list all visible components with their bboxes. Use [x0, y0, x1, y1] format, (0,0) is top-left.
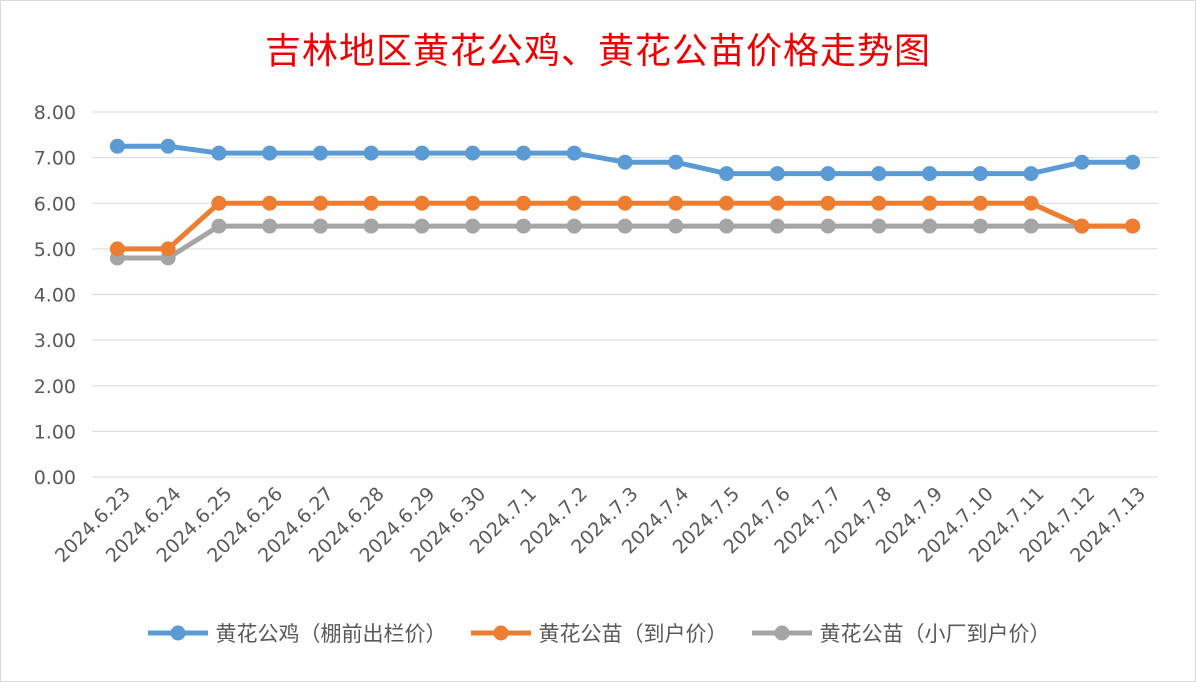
- data-point: [770, 219, 785, 234]
- legend-item: 黄花公鸡（棚前出栏价）: [146, 618, 447, 648]
- legend-swatch: [469, 623, 533, 643]
- data-point: [1024, 196, 1039, 211]
- data-point: [719, 166, 734, 181]
- data-point: [973, 166, 988, 181]
- data-point: [1074, 155, 1089, 170]
- data-point: [618, 219, 633, 234]
- legend-swatch: [750, 623, 814, 643]
- legend-marker: [170, 626, 185, 641]
- legend-swatch: [146, 623, 210, 643]
- data-point: [821, 196, 836, 211]
- data-point: [922, 166, 937, 181]
- data-point: [567, 146, 582, 161]
- legend-label: 黄花公苗（小厂到户价）: [820, 618, 1051, 648]
- data-point: [110, 139, 125, 154]
- data-point: [211, 196, 226, 211]
- data-point: [516, 219, 531, 234]
- data-point: [516, 196, 531, 211]
- y-tick-label: 5.00: [34, 239, 76, 261]
- data-point: [1125, 219, 1140, 234]
- data-point: [871, 196, 886, 211]
- y-tick-label: 7.00: [34, 148, 76, 170]
- data-point: [414, 196, 429, 211]
- data-point: [465, 196, 480, 211]
- data-point: [922, 219, 937, 234]
- data-point: [973, 196, 988, 211]
- data-point: [313, 146, 328, 161]
- y-tick-label: 2.00: [34, 376, 76, 398]
- data-point: [465, 146, 480, 161]
- data-point: [313, 219, 328, 234]
- data-point: [364, 146, 379, 161]
- data-point: [871, 219, 886, 234]
- data-point: [516, 146, 531, 161]
- data-point: [313, 196, 328, 211]
- data-point: [1074, 219, 1089, 234]
- y-tick-label: 8.00: [34, 102, 76, 124]
- y-tick-label: 1.00: [34, 421, 76, 443]
- data-point: [1024, 166, 1039, 181]
- data-point: [262, 196, 277, 211]
- data-point: [719, 219, 734, 234]
- legend-label: 黄花公鸡（棚前出栏价）: [216, 618, 447, 648]
- data-point: [770, 196, 785, 211]
- data-point: [821, 219, 836, 234]
- data-point: [414, 146, 429, 161]
- y-tick-label: 6.00: [34, 193, 76, 215]
- data-point: [871, 166, 886, 181]
- y-tick-label: 4.00: [34, 285, 76, 307]
- data-point: [110, 241, 125, 256]
- y-tick-label: 3.00: [34, 330, 76, 352]
- data-point: [161, 139, 176, 154]
- data-point: [567, 219, 582, 234]
- data-point: [414, 219, 429, 234]
- data-point: [1125, 155, 1140, 170]
- data-point: [465, 219, 480, 234]
- data-point: [668, 219, 683, 234]
- data-point: [211, 146, 226, 161]
- legend-marker: [774, 626, 789, 641]
- data-point: [618, 155, 633, 170]
- legend-item: 黄花公苗（到户价）: [469, 618, 728, 648]
- data-point: [973, 219, 988, 234]
- y-tick-label: 0.00: [34, 467, 76, 489]
- data-point: [1024, 219, 1039, 234]
- data-point: [262, 146, 277, 161]
- data-point: [364, 196, 379, 211]
- data-point: [719, 196, 734, 211]
- chart-legend: 黄花公鸡（棚前出栏价） 黄花公苗（到户价） 黄花公苗（小厂到户价）: [0, 618, 1196, 648]
- legend-label: 黄花公苗（到户价）: [539, 618, 728, 648]
- data-point: [262, 219, 277, 234]
- data-point: [668, 155, 683, 170]
- data-point: [364, 219, 379, 234]
- data-point: [567, 196, 582, 211]
- data-point: [668, 196, 683, 211]
- legend-item: 黄花公苗（小厂到户价）: [750, 618, 1051, 648]
- data-point: [211, 219, 226, 234]
- data-point: [821, 166, 836, 181]
- data-point: [618, 196, 633, 211]
- data-point: [922, 196, 937, 211]
- data-point: [770, 166, 785, 181]
- data-point: [161, 241, 176, 256]
- legend-marker: [493, 626, 508, 641]
